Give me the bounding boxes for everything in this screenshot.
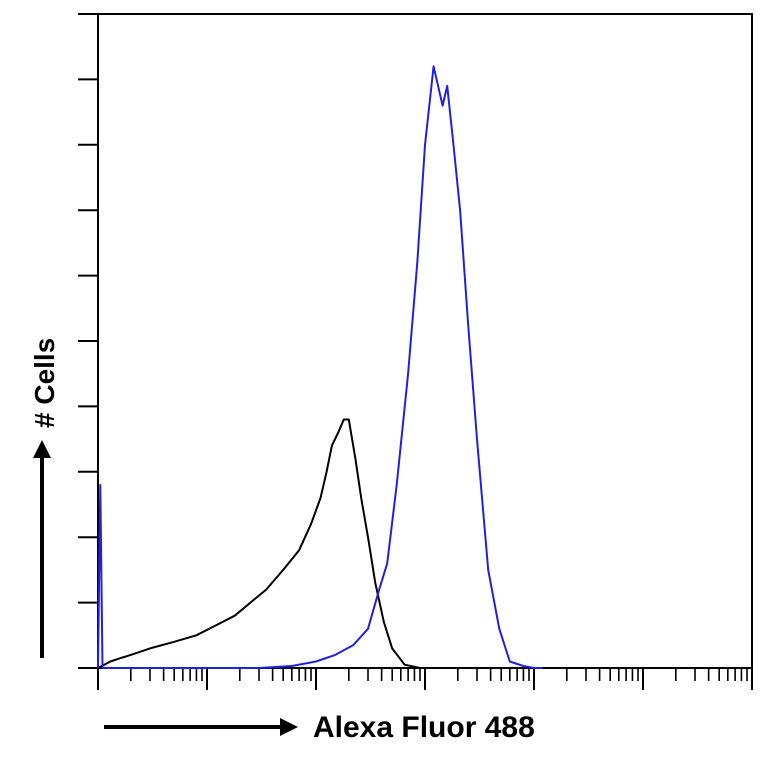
series-line-2	[97, 65, 543, 669]
y-axis-title: # Cells	[29, 338, 60, 428]
y-axis-ticks	[78, 13, 98, 669]
x-axis-title: Alexa Fluor 488	[313, 711, 535, 744]
x-axis-arrow	[104, 718, 298, 736]
series-line-1	[97, 418, 421, 669]
plot-frame	[97, 13, 753, 669]
x-axis-ticks	[97, 668, 753, 690]
series-layer	[97, 65, 543, 669]
y-axis-arrow	[33, 440, 51, 658]
